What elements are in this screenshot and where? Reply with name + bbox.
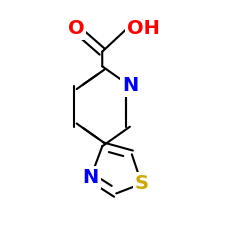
Text: OH: OH: [127, 20, 160, 38]
Text: N: N: [83, 168, 99, 186]
Text: S: S: [134, 174, 148, 193]
Text: N: N: [122, 76, 138, 96]
Text: O: O: [68, 20, 84, 38]
